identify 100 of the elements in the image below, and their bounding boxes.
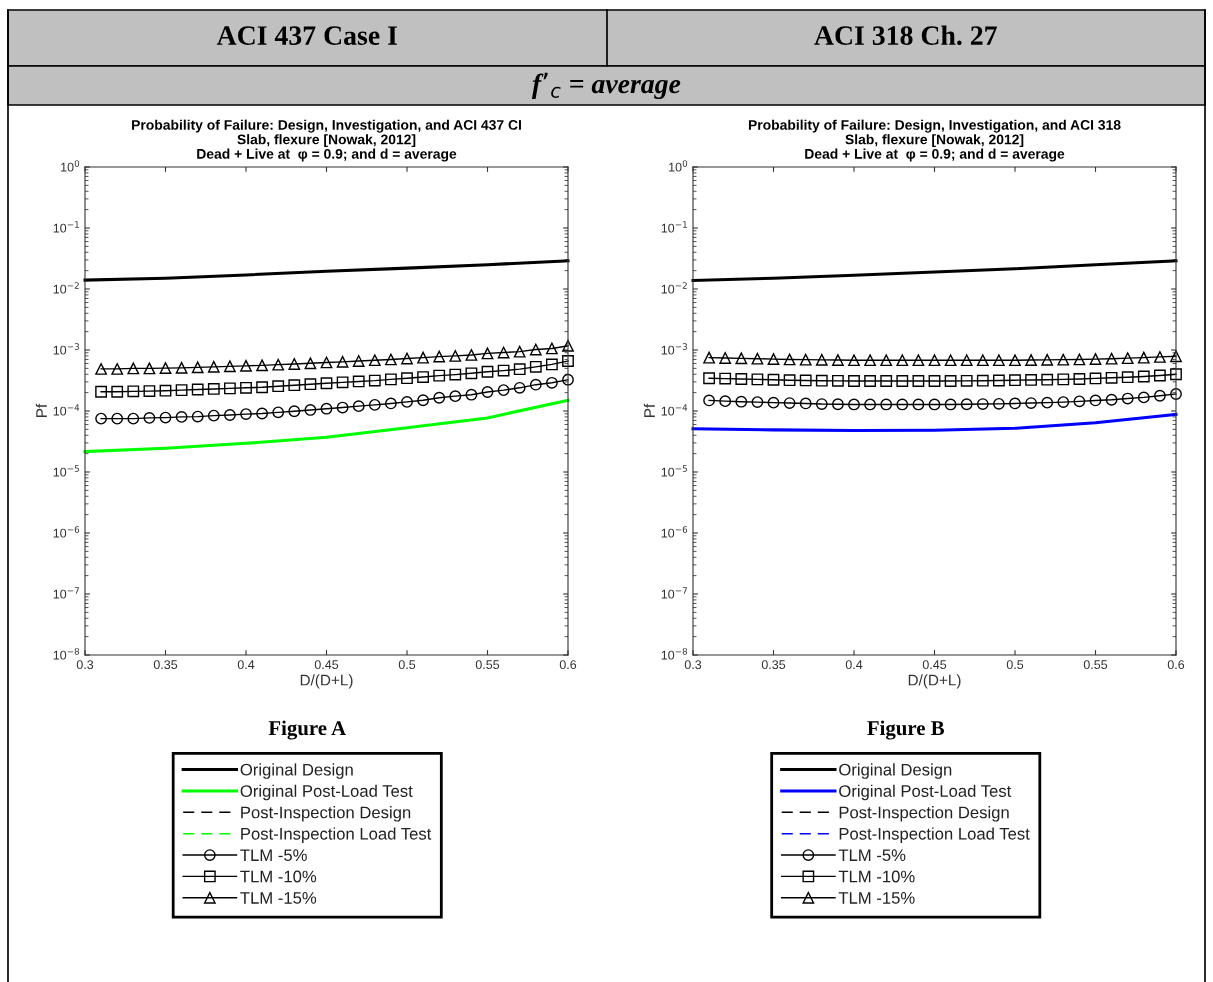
point [1025, 397, 1038, 409]
point [433, 369, 446, 382]
point [1121, 371, 1134, 384]
text: Figure A [268, 720, 346, 740]
point [272, 406, 285, 419]
point [481, 365, 494, 378]
point [1041, 373, 1054, 386]
point [256, 359, 269, 372]
point [336, 355, 349, 368]
point [304, 357, 317, 370]
point [751, 396, 764, 408]
point [352, 375, 365, 388]
x-tick-label: 0.35 [761, 660, 786, 670]
point [735, 373, 748, 385]
y-tick-label: 10$^{−4}$ [661, 404, 688, 416]
point [1170, 388, 1182, 400]
point [401, 372, 413, 385]
legend-label: Post-Inspection Load Test [241, 827, 432, 843]
x-tick-label: 0.55 [475, 660, 500, 670]
y-tick-label: 10$^{0}$ [61, 160, 80, 172]
y-tick-label: 10$^{−7}$ [53, 587, 79, 599]
point [848, 375, 860, 387]
point [191, 383, 204, 396]
y-tick-label: 10$^{−1}$ [661, 221, 687, 233]
legend-label: Original Post-Load Test [240, 784, 413, 801]
point [912, 398, 925, 411]
x-tick-label: 0.4 [845, 660, 863, 670]
point [896, 375, 909, 387]
point [1073, 353, 1086, 366]
point [1105, 371, 1118, 384]
point [449, 350, 462, 362]
point [880, 398, 893, 411]
point [992, 354, 1005, 367]
point [288, 379, 301, 392]
point [401, 395, 413, 408]
point [1057, 373, 1070, 386]
point [944, 354, 957, 367]
point [719, 352, 732, 364]
point [815, 398, 828, 410]
legend-label: Original Post-Load Test [839, 784, 1012, 801]
point [352, 400, 365, 413]
legend-label: Post-Inspection Design [241, 806, 411, 822]
point [864, 354, 877, 367]
point [384, 353, 397, 366]
y-tick-label: 10$^{−4}$ [53, 404, 80, 416]
point [111, 412, 124, 425]
y-axis-title: Pf [643, 403, 655, 417]
x-tick-label: 0.35 [153, 660, 178, 670]
point [529, 343, 542, 356]
point [465, 349, 478, 361]
point [95, 362, 108, 375]
point [1009, 397, 1021, 410]
point [545, 358, 558, 371]
point [513, 363, 526, 376]
point [223, 360, 236, 373]
point [896, 398, 909, 411]
point [1025, 354, 1038, 366]
legend-label: TLM -15% [240, 892, 317, 904]
point [175, 361, 188, 374]
point [240, 408, 252, 420]
point [336, 401, 349, 414]
point [767, 396, 780, 409]
point [815, 374, 828, 387]
point [976, 398, 989, 410]
point [433, 350, 446, 363]
point [831, 374, 844, 387]
point [159, 411, 172, 424]
line-series [691, 412, 1178, 432]
point [783, 397, 796, 409]
point [719, 372, 732, 385]
x-tick-label: 0.5 [398, 660, 416, 670]
y-tick-label: 10$^{−8}$ [53, 648, 80, 660]
point [288, 358, 301, 370]
point [1137, 370, 1150, 383]
point [992, 397, 1005, 410]
point [256, 381, 269, 394]
point [960, 354, 973, 367]
point [880, 354, 893, 367]
y-tick-label: 10$^{−3}$ [53, 343, 79, 355]
point [1121, 392, 1134, 405]
point [401, 352, 413, 365]
y-tick-label: 10$^{−7}$ [661, 587, 687, 599]
point [1153, 369, 1166, 382]
point [368, 354, 381, 367]
text: Figure B [867, 720, 945, 740]
point [735, 395, 748, 408]
point [127, 412, 140, 425]
x-tick-label: 0.3 [76, 660, 94, 670]
x-axis-title: D/(D+L) [300, 674, 353, 689]
point [207, 383, 220, 395]
point [111, 385, 124, 398]
point [223, 409, 236, 421]
point [384, 397, 397, 410]
point [928, 398, 941, 411]
point [272, 358, 285, 371]
point [449, 390, 462, 403]
point [896, 354, 909, 367]
point [175, 384, 188, 397]
y-tick-label: 10$^{−5}$ [53, 465, 79, 477]
point [562, 373, 574, 386]
